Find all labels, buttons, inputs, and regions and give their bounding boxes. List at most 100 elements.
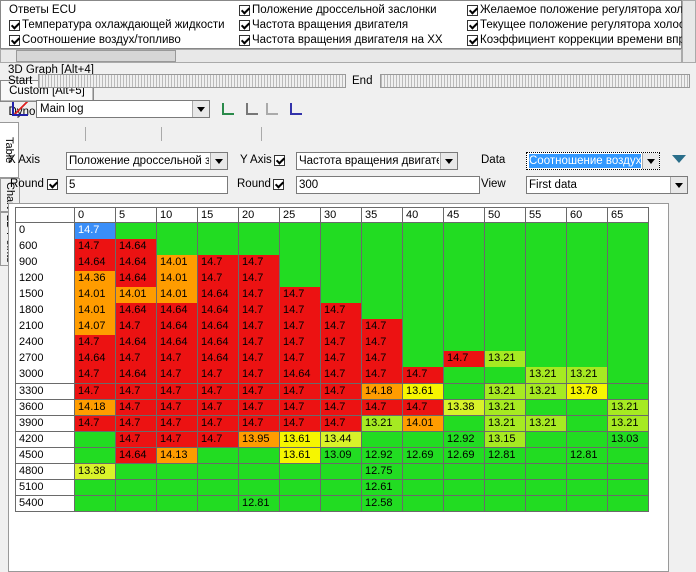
heat-cell[interactable] <box>567 335 608 352</box>
row-header[interactable]: 4500 <box>15 447 75 465</box>
signal-label[interactable]: Частота вращения двигателя на ХХ <box>252 34 443 46</box>
row-header[interactable]: 4800 <box>15 463 75 481</box>
heat-cell[interactable] <box>485 335 526 352</box>
row-header[interactable]: 2700 <box>15 351 75 368</box>
heat-cell[interactable] <box>403 255 444 272</box>
heat-cell[interactable] <box>403 319 444 336</box>
download-icon[interactable] <box>222 103 234 115</box>
heat-cell[interactable]: 14.7 <box>157 399 198 417</box>
heat-cell[interactable] <box>526 351 567 368</box>
side-tab[interactable]: Table <box>0 122 19 178</box>
column-header[interactable]: 10 <box>157 207 198 223</box>
row-header[interactable]: 2400 <box>15 335 75 352</box>
heat-cell[interactable] <box>444 271 485 288</box>
heat-cell[interactable]: 14.64 <box>116 239 157 256</box>
checkbox[interactable] <box>273 179 284 190</box>
start-slider[interactable] <box>38 74 346 88</box>
heat-cell[interactable]: 14.64 <box>75 351 116 368</box>
heat-cell[interactable]: 14.7 <box>321 351 362 368</box>
heat-cell[interactable]: 13.95 <box>239 431 280 449</box>
log-icon[interactable] <box>12 102 28 116</box>
heat-cell[interactable]: 14.7 <box>239 287 280 304</box>
heat-cell[interactable] <box>403 239 444 256</box>
heat-cell[interactable] <box>485 271 526 288</box>
heat-cell[interactable]: 14.18 <box>75 399 116 417</box>
heat-cell[interactable]: 14.7 <box>239 399 280 417</box>
heat-cell[interactable]: 14.64 <box>157 303 198 320</box>
heat-cell[interactable]: 14.7 <box>198 255 239 272</box>
heat-cell[interactable]: 14.7 <box>362 335 403 352</box>
signal-label[interactable]: Соотношение воздух/топливо <box>22 34 181 46</box>
heat-cell[interactable] <box>362 239 403 256</box>
heat-cell[interactable] <box>116 479 157 497</box>
heat-cell[interactable] <box>567 463 608 481</box>
heat-cell[interactable]: 14.7 <box>75 223 116 240</box>
heat-cell[interactable] <box>608 479 649 497</box>
heat-cell[interactable]: 14.01 <box>157 271 198 288</box>
heat-cell[interactable] <box>567 239 608 256</box>
column-header[interactable]: 0 <box>75 207 116 223</box>
heat-cell[interactable] <box>444 319 485 336</box>
heat-cell[interactable]: 14.64 <box>75 255 116 272</box>
heat-cell[interactable] <box>567 351 608 368</box>
heat-cell[interactable] <box>403 223 444 240</box>
heat-cell[interactable] <box>485 495 526 513</box>
heat-cell[interactable] <box>567 479 608 497</box>
column-header[interactable]: 40 <box>403 207 444 223</box>
heat-cell[interactable] <box>526 495 567 513</box>
heat-cell[interactable] <box>567 495 608 513</box>
heat-cell[interactable]: 14.7 <box>239 255 280 272</box>
signal-label[interactable]: Желаемое положение регулятора холост <box>480 4 696 16</box>
column-header[interactable]: 60 <box>567 207 608 223</box>
heat-cell[interactable] <box>403 463 444 481</box>
heat-cell[interactable] <box>116 495 157 513</box>
checkbox[interactable] <box>47 179 58 190</box>
checkbox[interactable] <box>239 35 250 46</box>
row-header[interactable]: 3600 <box>15 399 75 417</box>
heat-cell[interactable]: 13.61 <box>403 383 444 401</box>
heat-cell[interactable]: 14.7 <box>403 399 444 417</box>
checkbox[interactable] <box>9 20 20 31</box>
heat-cell[interactable] <box>403 479 444 497</box>
checkbox[interactable] <box>467 5 478 16</box>
heat-cell[interactable]: 13.61 <box>280 431 321 449</box>
heat-cell[interactable] <box>280 479 321 497</box>
heat-cell[interactable] <box>526 255 567 272</box>
checkbox[interactable] <box>274 155 285 166</box>
heat-cell[interactable]: 12.81 <box>239 495 280 513</box>
checkbox[interactable] <box>239 20 250 31</box>
heat-cell[interactable]: 14.64 <box>157 335 198 352</box>
heat-cell[interactable]: 13.21 <box>526 383 567 401</box>
heat-cell[interactable]: 14.7 <box>75 335 116 352</box>
row-header[interactable]: 0 <box>15 223 75 240</box>
heat-cell[interactable] <box>403 495 444 513</box>
heat-cell[interactable]: 14.7 <box>362 367 403 384</box>
heat-cell[interactable] <box>403 351 444 368</box>
heat-cell[interactable] <box>239 463 280 481</box>
heat-cell[interactable] <box>198 223 239 240</box>
heat-cell[interactable] <box>485 239 526 256</box>
heat-cell[interactable]: 14.7 <box>75 383 116 401</box>
heat-cell[interactable]: 14.7 <box>116 415 157 433</box>
heat-cell[interactable]: 13.21 <box>485 351 526 368</box>
heat-cell[interactable]: 14.7 <box>116 351 157 368</box>
heat-cell[interactable]: 14.7 <box>239 271 280 288</box>
heat-cell[interactable]: 14.7 <box>280 399 321 417</box>
heat-cell[interactable]: 14.7 <box>116 399 157 417</box>
heat-cell[interactable] <box>157 495 198 513</box>
heat-cell[interactable] <box>608 463 649 481</box>
heat-cell[interactable] <box>444 383 485 401</box>
heat-cell[interactable]: 14.64 <box>198 319 239 336</box>
heat-cell[interactable] <box>444 223 485 240</box>
heat-cell[interactable]: 14.18 <box>362 383 403 401</box>
heat-cell[interactable] <box>485 479 526 497</box>
heat-cell[interactable]: 12.92 <box>362 447 403 465</box>
heat-cell[interactable] <box>321 223 362 240</box>
heat-cell[interactable] <box>403 287 444 304</box>
checkbox[interactable] <box>467 20 478 31</box>
heat-cell[interactable] <box>403 271 444 288</box>
heat-cell[interactable] <box>485 287 526 304</box>
heat-cell[interactable]: 13.38 <box>444 399 485 417</box>
heat-cell[interactable]: 14.7 <box>157 383 198 401</box>
heat-cell[interactable] <box>280 495 321 513</box>
